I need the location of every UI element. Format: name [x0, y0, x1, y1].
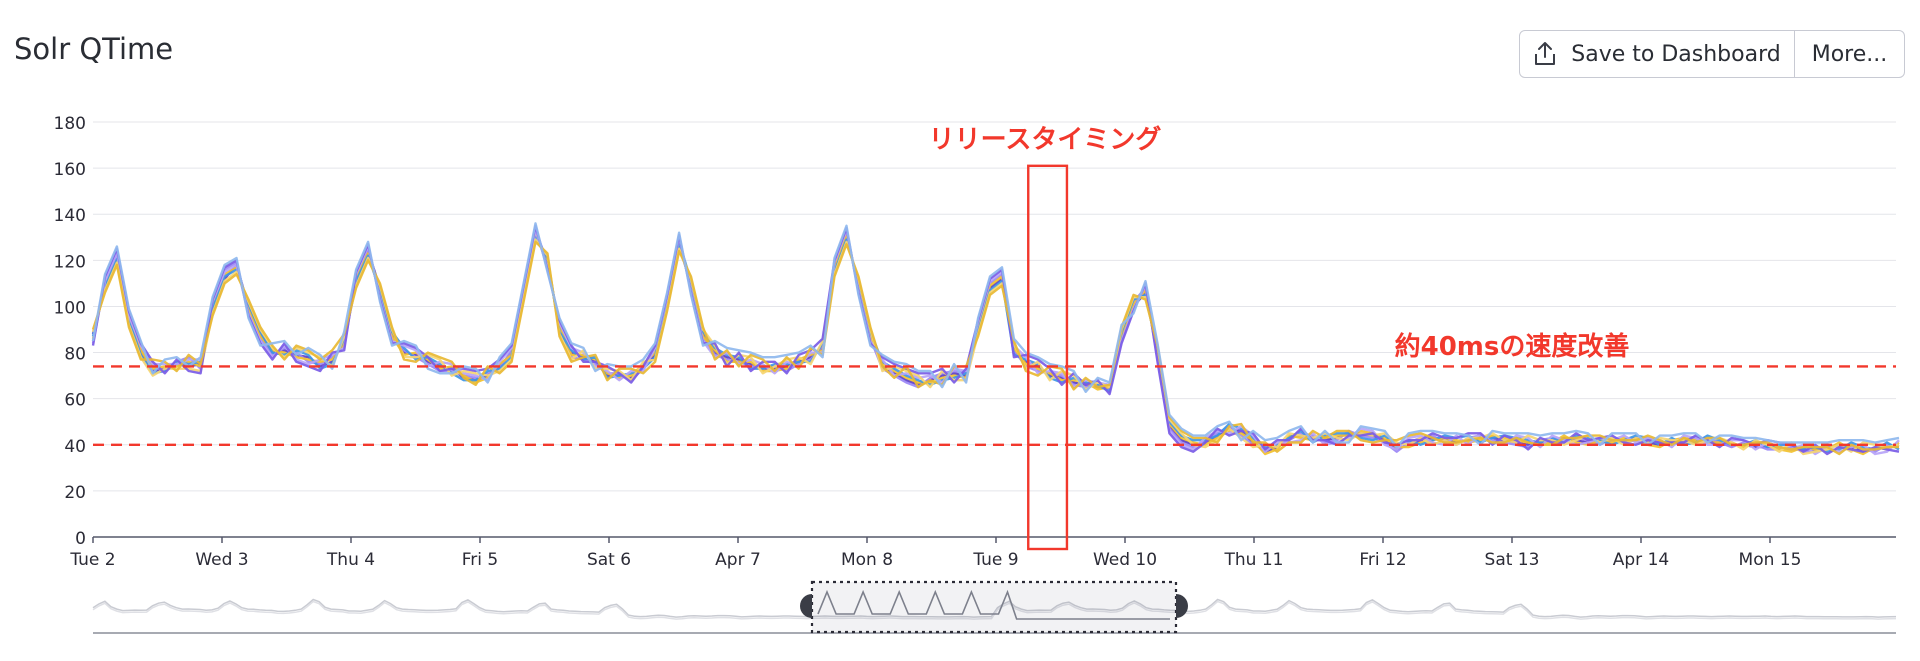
- more-button[interactable]: More...: [1795, 31, 1904, 77]
- series-line: [91, 222, 1900, 449]
- series-line: [91, 240, 1899, 456]
- range-navigator[interactable]: [92, 580, 1897, 634]
- x-tick-label: Wed 3: [195, 550, 248, 570]
- x-tick-label: Wed 10: [1093, 550, 1157, 570]
- grid-lines: [93, 121, 1896, 538]
- y-tick-label: 100: [54, 298, 86, 318]
- x-tick-label: Apr 7: [715, 550, 761, 570]
- y-tick-label: 80: [64, 345, 86, 365]
- x-tick-label: Tue 2: [69, 550, 115, 570]
- series-line: [91, 224, 1900, 456]
- y-tick-label: 0: [75, 529, 86, 549]
- x-tick-label: Fri 12: [1359, 550, 1406, 570]
- release-timing-label: リリースタイミング: [929, 125, 1162, 155]
- y-tick-label: 40: [64, 437, 86, 457]
- x-tick-label: Sat 6: [587, 550, 631, 570]
- x-tick-label: Thu 11: [1224, 550, 1284, 570]
- y-tick-label: 60: [64, 391, 86, 411]
- x-tick-label: Tue 9: [972, 550, 1018, 570]
- x-tick-label: Apr 14: [1613, 550, 1669, 570]
- more-label: More...: [1811, 41, 1888, 67]
- y-tick-label: 160: [54, 160, 86, 180]
- navigator-selection-line: [817, 589, 1170, 620]
- page-title: Solr QTime: [14, 32, 174, 66]
- action-button-group: Save to Dashboard More...: [1519, 30, 1905, 78]
- reference-lines: [93, 365, 1896, 446]
- y-tick-label: 120: [54, 252, 86, 272]
- release-timing-box: [1027, 164, 1069, 551]
- improvement-label: 約40msの速度改善: [1395, 331, 1630, 362]
- navigator-selection: [810, 580, 1178, 634]
- upload-icon: [1533, 41, 1557, 67]
- y-tick-label: 180: [54, 114, 86, 134]
- series-lines: [91, 222, 1900, 456]
- y-tick-label: 140: [54, 206, 86, 226]
- x-tick-label: Mon 8: [841, 550, 893, 570]
- navigator-right-handle: [1176, 594, 1188, 618]
- x-tick-label: Mon 15: [1739, 550, 1802, 570]
- save-to-dashboard-label: Save to Dashboard: [1571, 41, 1781, 67]
- x-tick-label: Fri 5: [462, 550, 498, 570]
- y-axis: 0 20 40 60 80 100 120 140 160 180: [54, 114, 86, 549]
- navigator-line: [92, 598, 1897, 618]
- navigator-left-handle: [800, 594, 812, 618]
- save-to-dashboard-button[interactable]: Save to Dashboard: [1520, 31, 1795, 77]
- y-tick-label: 20: [64, 483, 86, 503]
- x-tick-label: Thu 4: [326, 550, 375, 570]
- x-axis: Tue 2 Wed 3 Thu 4 Fri 5 Sat 6 Apr 7 Mon 8 Tue 9…: [69, 536, 1896, 570]
- x-tick-label: Sat 13: [1485, 550, 1540, 570]
